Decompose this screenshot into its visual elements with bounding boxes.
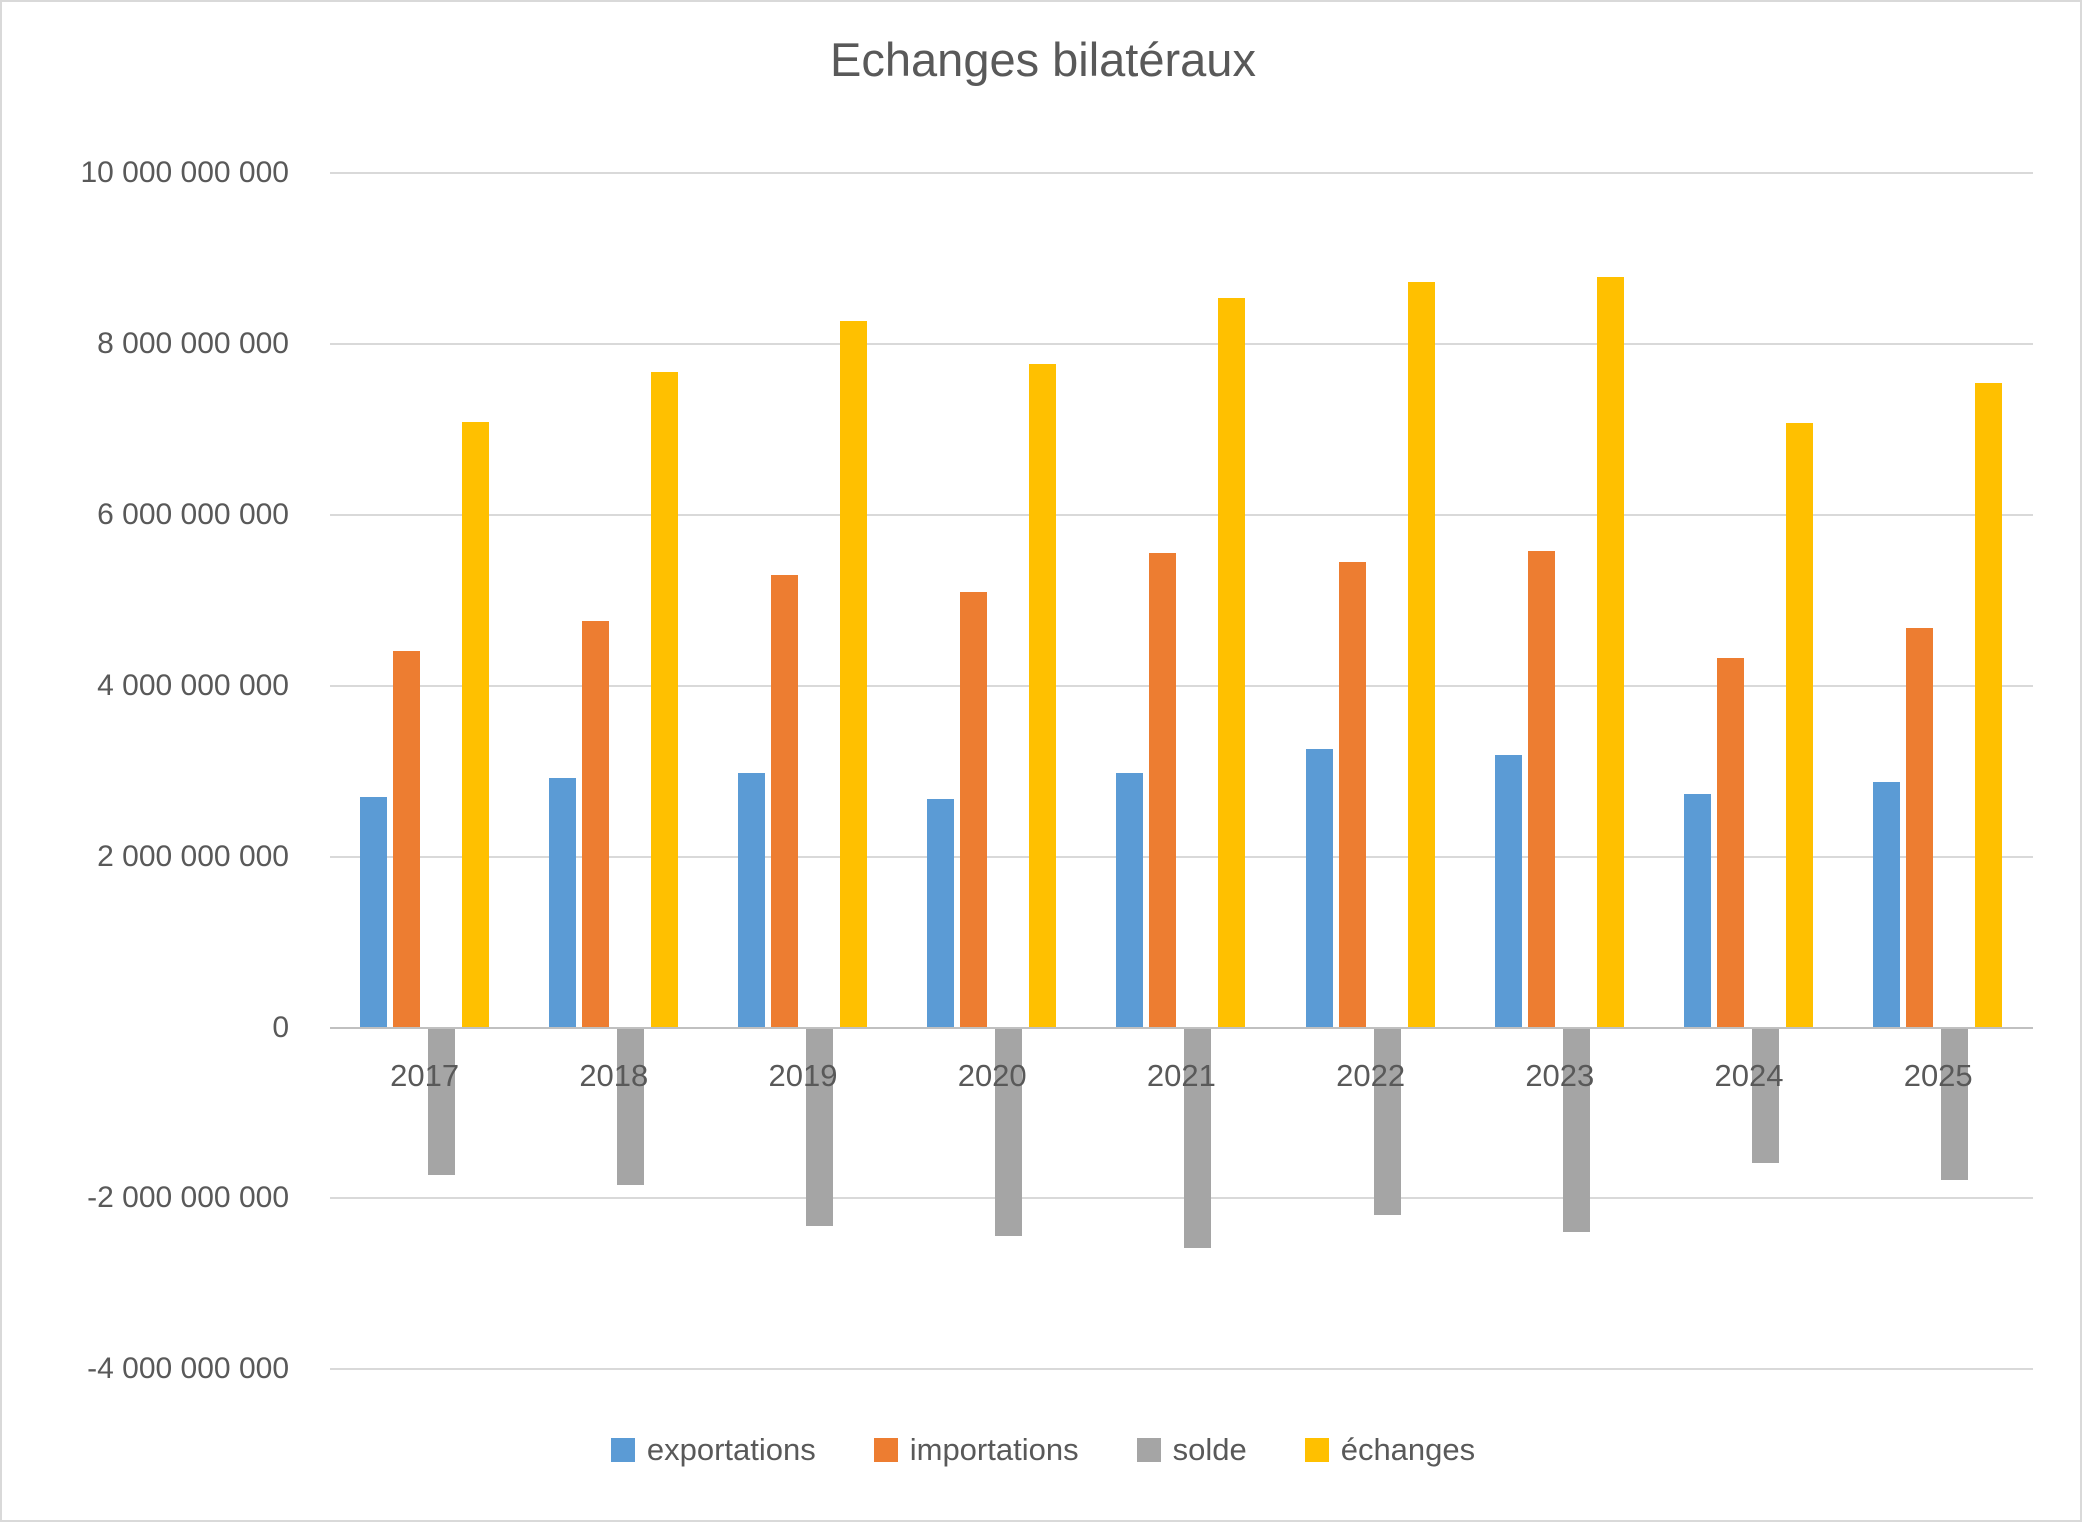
legend-item-échanges: échanges [1304, 1432, 1476, 1467]
bar-exportations-2021 [1116, 772, 1144, 1028]
chart-title: Echanges bilatéraux [830, 33, 1256, 86]
x-axis-line [330, 1026, 2033, 1029]
x-tick-label-2023: 2023 [1525, 1058, 1595, 1093]
y-tick-label: 0 [272, 1010, 289, 1044]
bar-échanges-2017 [461, 421, 489, 1028]
bar-importations-2020 [960, 591, 988, 1028]
bar-échanges-2025 [1975, 383, 2003, 1028]
bar-importations-2019 [771, 575, 798, 1028]
bar-importations-2021 [1149, 553, 1177, 1028]
bar-échanges-2023 [1596, 277, 1624, 1028]
x-tick-label-2025: 2025 [1903, 1058, 1973, 1093]
bar-exportations-2020 [927, 799, 955, 1028]
legend-swatch-solde [1136, 1437, 1161, 1462]
bar-importations-2018 [581, 620, 609, 1028]
gridline [330, 1197, 2033, 1200]
gridline [330, 513, 2033, 516]
x-tick-label-2018: 2018 [579, 1058, 649, 1093]
gridline [330, 684, 2033, 687]
legend-item-importations: importations [873, 1432, 1079, 1467]
y-tick-label: 2 000 000 000 [97, 839, 289, 873]
legend-label: échanges [1340, 1432, 1476, 1467]
y-tick-label: 8 000 000 000 [97, 326, 289, 360]
legend: exportations importations solde échanges [2, 1432, 2080, 1467]
legend-swatch-échanges [1304, 1437, 1329, 1462]
x-tick-label-2022: 2022 [1336, 1058, 1406, 1093]
gridline [330, 1368, 2033, 1371]
bar-échanges-2021 [1218, 297, 1246, 1028]
bar-échanges-2018 [650, 372, 678, 1028]
bar-importations-2017 [392, 650, 420, 1028]
bar-exportations-2018 [548, 777, 576, 1028]
gridline [330, 342, 2033, 345]
bar-échanges-2024 [1786, 423, 1813, 1028]
bar-solde-2020 [995, 1027, 1023, 1236]
bar-solde-2017 [427, 1027, 455, 1176]
gridline [330, 855, 2033, 858]
bar-exportations-2024 [1684, 794, 1711, 1028]
y-tick-label: 4 000 000 000 [97, 668, 289, 702]
bar-solde-2024 [1752, 1027, 1779, 1164]
bar-solde-2025 [1941, 1027, 1969, 1181]
bar-importations-2023 [1527, 550, 1555, 1028]
legend-swatch-exportations [610, 1437, 635, 1462]
legend-label: exportations [646, 1432, 816, 1467]
bar-solde-2021 [1184, 1027, 1212, 1248]
bar-importations-2022 [1338, 561, 1366, 1028]
x-tick-label-2024: 2024 [1714, 1058, 1784, 1093]
bar-solde-2018 [616, 1027, 644, 1185]
bar-exportations-2022 [1305, 748, 1333, 1028]
y-tick-label: 6 000 000 000 [97, 497, 289, 531]
bar-échanges-2022 [1407, 282, 1435, 1028]
legend-swatch-importations [873, 1437, 898, 1462]
bar-exportations-2017 [359, 796, 387, 1028]
gridline [330, 172, 2033, 174]
legend-label: solde [1172, 1432, 1247, 1467]
bar-exportations-2023 [1494, 754, 1522, 1028]
bar-importations-2024 [1717, 657, 1744, 1028]
legend-item-solde: solde [1136, 1432, 1247, 1467]
bar-exportations-2019 [738, 772, 765, 1028]
legend-item-exportations: exportations [610, 1432, 816, 1467]
bar-exportations-2025 [1873, 782, 1901, 1028]
x-tick-label-2017: 2017 [390, 1058, 460, 1093]
x-tick-label-2020: 2020 [957, 1058, 1027, 1093]
legend-label: importations [909, 1432, 1079, 1467]
x-tick-label-2021: 2021 [1146, 1058, 1216, 1093]
y-tick-label: 10 000 000 000 [80, 156, 289, 189]
bar-solde-2022 [1373, 1027, 1401, 1216]
bar-échanges-2020 [1029, 363, 1057, 1028]
bar-solde-2023 [1562, 1027, 1590, 1232]
x-tick-label-2019: 2019 [768, 1058, 838, 1093]
y-tick-label: -2 000 000 000 [87, 1181, 289, 1215]
bar-importations-2025 [1906, 628, 1934, 1028]
y-tick-label: -4 000 000 000 [87, 1352, 289, 1386]
bar-échanges-2019 [840, 320, 867, 1028]
bar-solde-2019 [806, 1027, 833, 1226]
